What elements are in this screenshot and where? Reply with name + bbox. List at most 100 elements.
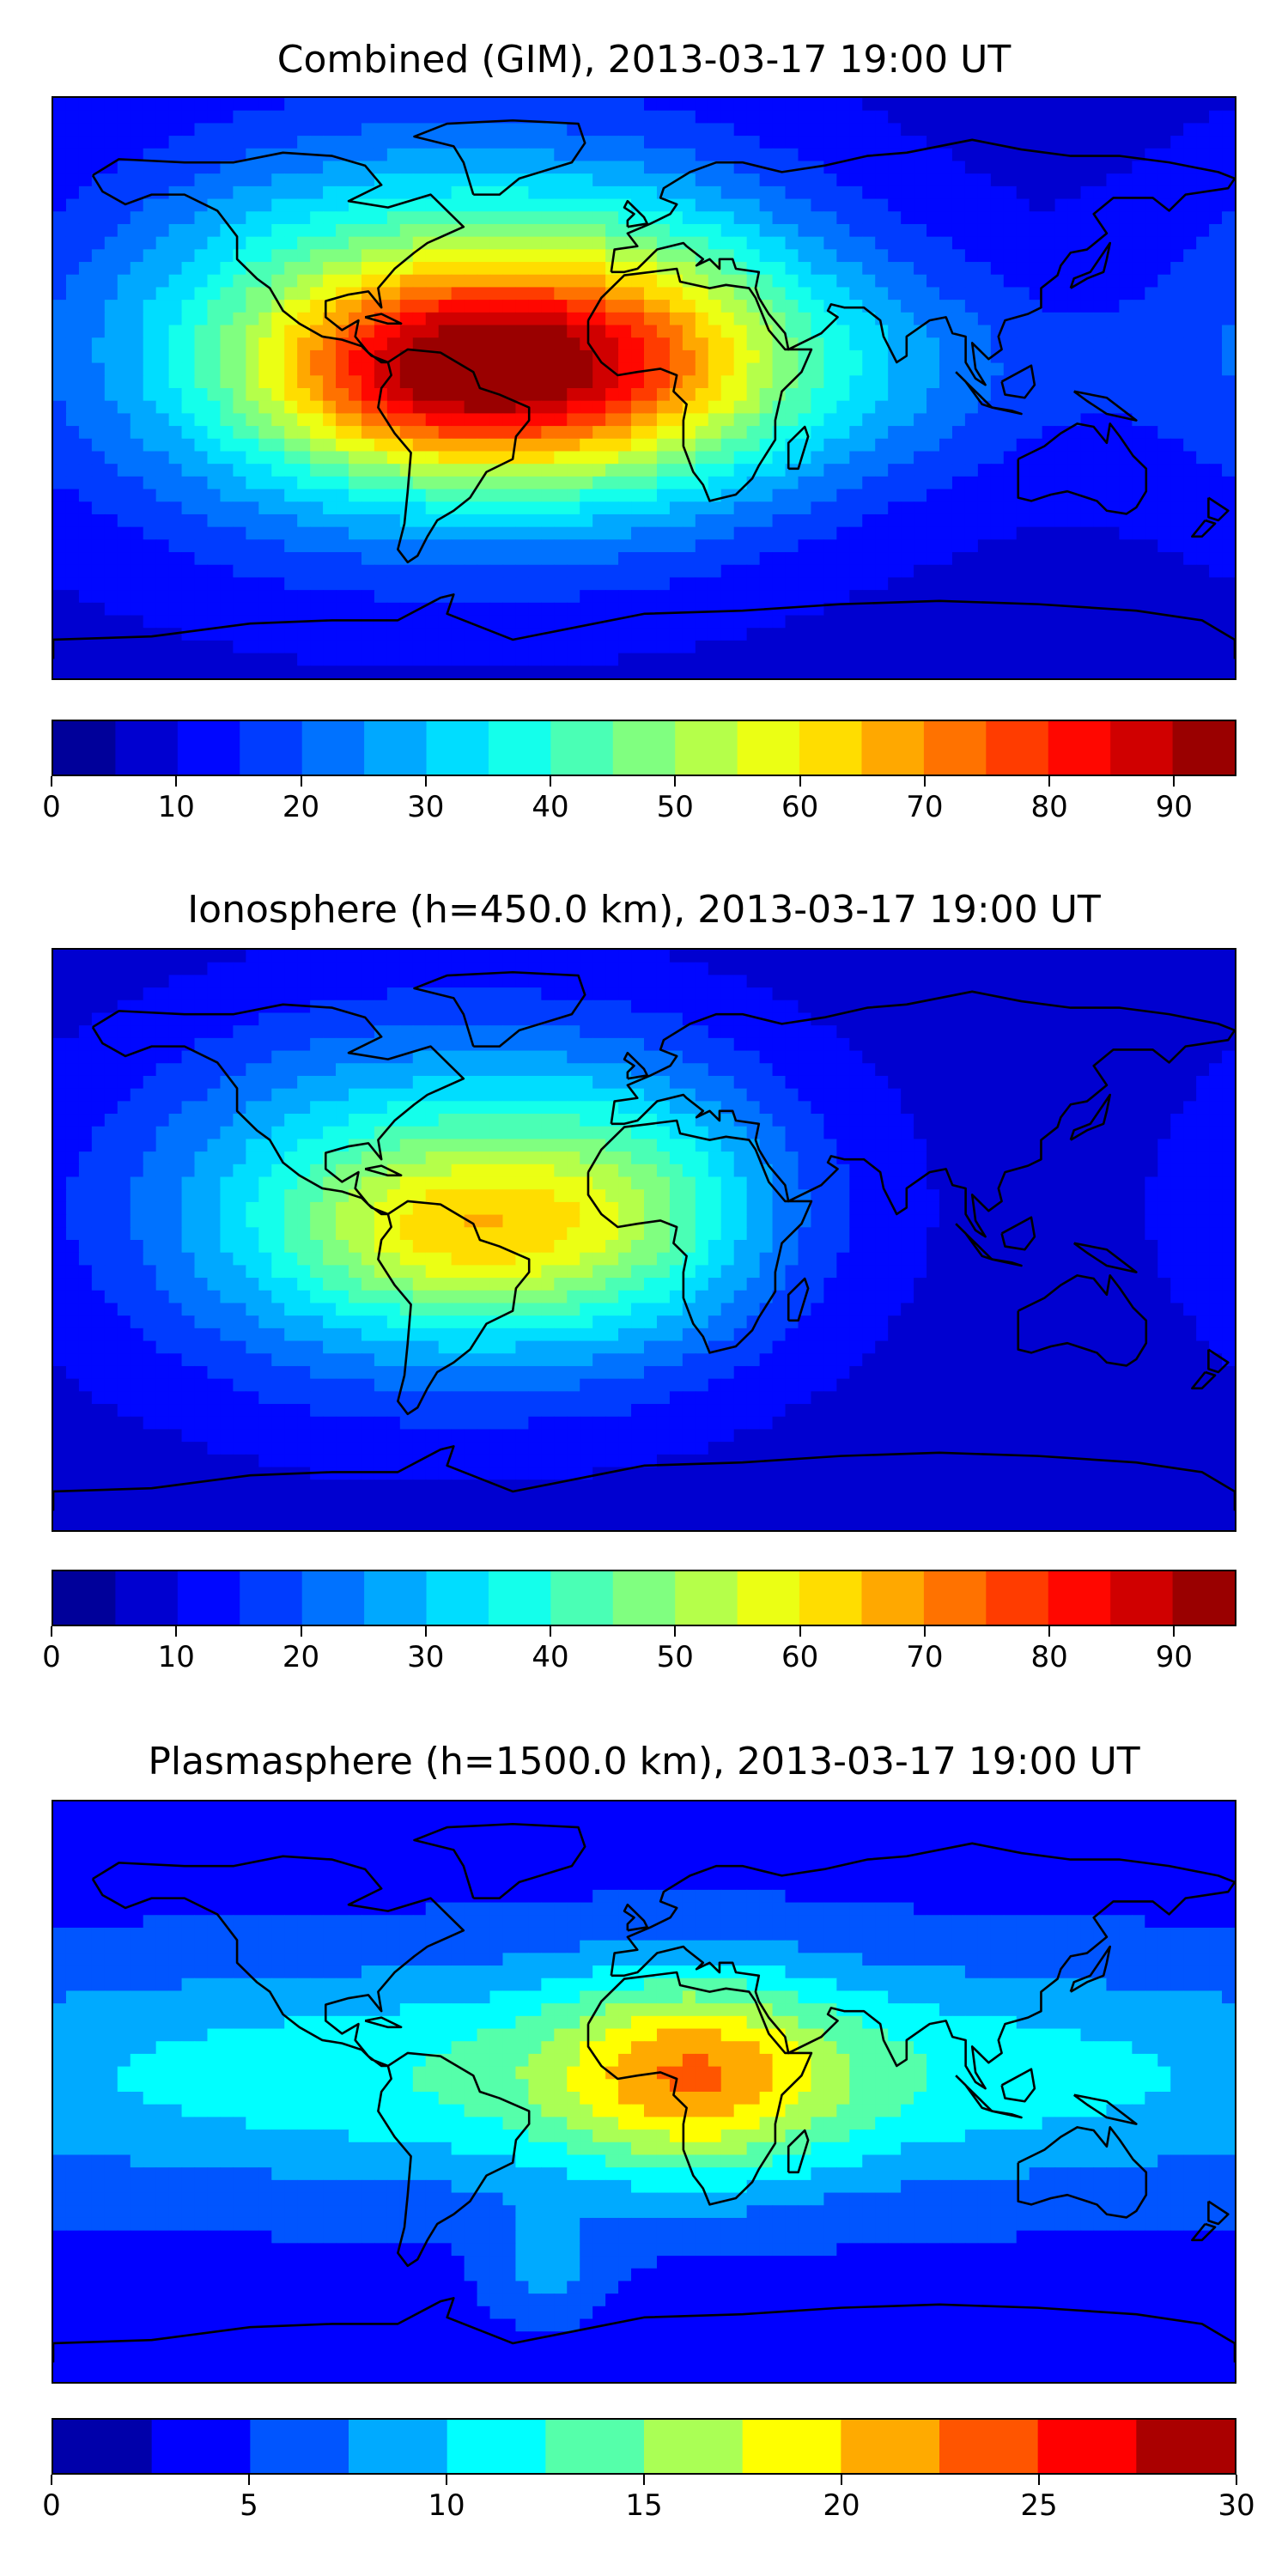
field-cell <box>927 962 940 975</box>
field-cell <box>580 236 593 250</box>
field-cell <box>386 653 401 666</box>
field-cell <box>990 451 1005 465</box>
field-cell <box>977 426 992 440</box>
field-cell <box>875 539 889 553</box>
field-cell <box>927 665 940 678</box>
field-cell <box>592 552 606 566</box>
field-cell <box>349 526 362 540</box>
field-cell <box>554 349 568 364</box>
field-cell <box>528 950 542 963</box>
field-cell <box>1196 400 1210 414</box>
field-cell <box>1067 564 1082 579</box>
field-cell <box>656 413 671 427</box>
field-cell <box>155 526 170 540</box>
field-cell <box>618 539 632 553</box>
field-cell <box>78 375 93 389</box>
field-cell <box>1119 349 1133 364</box>
field-cell <box>143 564 157 579</box>
field-cell <box>1209 602 1223 617</box>
field-cell <box>78 123 93 137</box>
field-cell <box>258 640 272 654</box>
field-cell <box>1209 615 1223 629</box>
field-cell <box>310 975 324 988</box>
field-cell <box>194 615 209 629</box>
field-cell <box>656 337 671 351</box>
field-cell <box>823 236 837 250</box>
field-cell <box>811 628 824 641</box>
field-cell <box>541 236 555 250</box>
field-cell <box>823 552 837 566</box>
field-cell <box>746 223 761 238</box>
field-cell <box>1222 287 1235 301</box>
field-cell <box>181 640 196 654</box>
field-cell <box>310 413 324 427</box>
field-cell <box>464 223 478 238</box>
field-cell <box>695 987 709 1001</box>
field-cell <box>811 148 824 162</box>
field-cell <box>464 136 478 149</box>
field-cell <box>386 526 401 540</box>
field-cell <box>502 185 517 200</box>
field-cell <box>695 98 709 112</box>
field-cell <box>605 501 619 515</box>
field-cell <box>901 362 914 376</box>
field-cell <box>823 577 837 591</box>
field-cell <box>515 123 529 137</box>
field-cell <box>399 999 414 1014</box>
field-cell <box>618 110 632 124</box>
field-cell <box>901 123 914 137</box>
field-cell <box>618 249 632 263</box>
field-cell <box>708 526 722 540</box>
field-cell <box>811 438 824 453</box>
field-cell <box>258 274 272 289</box>
field-cell <box>336 962 349 975</box>
field-cell <box>823 501 837 515</box>
field-cell <box>939 501 953 515</box>
field-cell <box>361 300 375 313</box>
field-cell <box>901 451 914 465</box>
field-cell <box>1222 236 1235 250</box>
field-cell <box>53 349 67 364</box>
field-cell <box>464 426 478 440</box>
field-cell <box>1157 136 1171 149</box>
field-cell <box>618 312 632 326</box>
field-cell <box>541 375 555 389</box>
field-cell <box>104 438 118 453</box>
field-cell <box>682 950 696 963</box>
field-cell <box>104 287 118 301</box>
field-cell <box>567 962 580 975</box>
field-cell <box>1196 300 1210 313</box>
field-cell <box>65 590 80 604</box>
field-cell <box>233 501 246 515</box>
field-cell <box>875 274 889 289</box>
field-cell <box>836 198 850 212</box>
field-cell <box>1145 438 1158 453</box>
field-cell <box>836 577 850 591</box>
field-cell <box>1145 577 1158 591</box>
field-cell <box>708 539 722 553</box>
field-cell <box>361 464 375 477</box>
field-cell <box>130 287 144 301</box>
field-cell <box>1016 249 1030 263</box>
field-cell <box>1003 513 1018 528</box>
field-cell <box>91 136 106 149</box>
field-cell <box>785 975 799 988</box>
field-cell <box>464 999 478 1014</box>
field-cell <box>323 476 337 490</box>
field-cell <box>1183 262 1197 276</box>
field-cell <box>1042 185 1056 200</box>
field-cell <box>65 312 80 326</box>
field-cell <box>528 552 542 566</box>
field-cell <box>901 413 914 427</box>
field-cell <box>438 249 453 263</box>
field-cell <box>143 349 157 364</box>
field-cell <box>1132 464 1145 477</box>
field-cell <box>541 464 555 477</box>
field-cell <box>130 312 144 326</box>
field-cell <box>823 476 837 490</box>
field-cell <box>951 426 966 440</box>
field-cell <box>990 110 1005 124</box>
field-cell <box>990 1012 1005 1026</box>
field-cell <box>1106 173 1120 187</box>
field-cell <box>939 526 953 540</box>
